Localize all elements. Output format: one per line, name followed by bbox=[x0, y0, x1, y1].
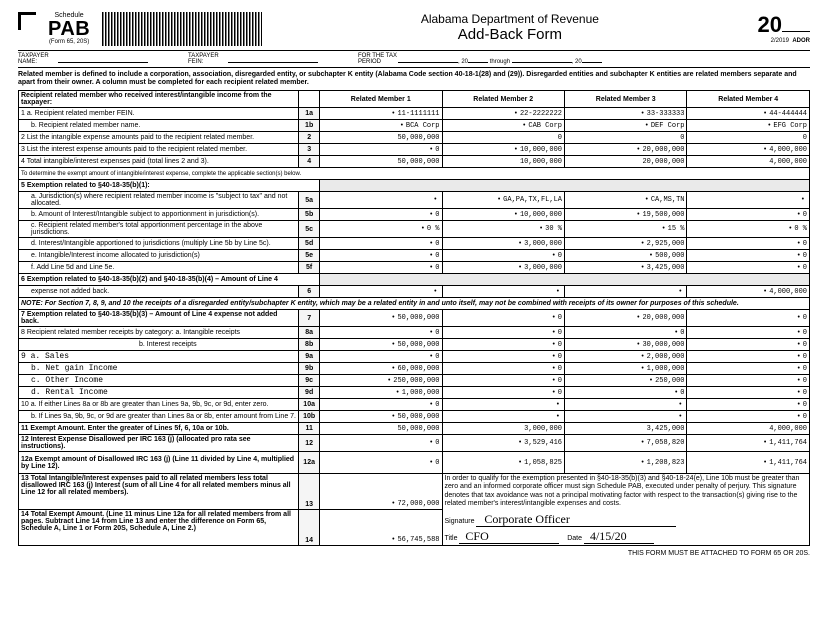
recipient-header: Recipient related member who received in… bbox=[19, 91, 299, 108]
date-label: Date bbox=[567, 535, 582, 542]
period-label: FOR THE TAX PERIOD bbox=[358, 53, 398, 65]
signature-value: Corporate Officer bbox=[476, 512, 676, 527]
form-sub: (Form 65, 20S) bbox=[49, 39, 89, 45]
row-9a: 9 a. Sales9a002,000,0000 bbox=[19, 351, 810, 363]
row-4: 4 Total intangible/interest expenses pai… bbox=[19, 156, 810, 168]
row-5f: f. Add Line 5d and Line 5e.5f03,000,0003… bbox=[19, 262, 810, 274]
determine-note: To determine the exempt amount of intang… bbox=[19, 168, 810, 180]
section-6: 6 Exemption related to §40-18-35(b)(2) a… bbox=[19, 274, 320, 286]
row-9d: d. Rental Income9d1,000,000000 bbox=[19, 387, 810, 399]
form-code: PAB bbox=[48, 19, 90, 39]
department: Alabama Department of Revenue bbox=[274, 12, 745, 26]
revision: 2/2019 bbox=[771, 38, 789, 44]
row-2: 2 List the intangible expense amounts pa… bbox=[19, 132, 810, 144]
form-title: Add-Back Form bbox=[274, 26, 745, 43]
row-5d: d. Interest/Intangible apportioned to ju… bbox=[19, 238, 810, 250]
through-label: through bbox=[490, 59, 510, 65]
section-5: 5 Exemption related to §40-18-35(b)(1): bbox=[19, 180, 320, 192]
row-3: 3 List the interest expense amounts paid… bbox=[19, 144, 810, 156]
taxpayer-name-label: TAXPAYER NAME: bbox=[18, 53, 58, 65]
intro-text: Related member is defined to include a c… bbox=[18, 68, 810, 90]
row-12: 12 Interest Expense Disallowed per IRC 1… bbox=[19, 435, 810, 452]
row-1b: b. Recipient related member name.1bBCA C… bbox=[19, 120, 810, 132]
row-13: 13 Total Intangible/Interest expenses pa… bbox=[19, 474, 810, 510]
footer-note: THIS FORM MUST BE ATTACHED TO FORM 65 OR… bbox=[18, 546, 810, 557]
col-m4: Related Member 4 bbox=[687, 91, 810, 108]
schedule-block: Schedule PAB (Form 65, 20S) bbox=[48, 12, 90, 45]
title-block: Alabama Department of Revenue Add-Back F… bbox=[274, 12, 745, 43]
row-5b: b. Amount of Interest/Intangible subject… bbox=[19, 209, 810, 221]
col-m3: Related Member 3 bbox=[564, 91, 686, 108]
row-8b: b. Interest receipts8b50,000,000030,000,… bbox=[19, 339, 810, 351]
row-9b: b. Net gain Income9b60,000,00001,000,000… bbox=[19, 363, 810, 375]
year-prefix: 20 bbox=[758, 12, 782, 37]
col-m2: Related Member 2 bbox=[442, 91, 564, 108]
main-table: Recipient related member who received in… bbox=[18, 90, 810, 546]
row-11: 11 Exempt Amount. Enter the greater of L… bbox=[19, 423, 810, 435]
taxpayer-fein-label: TAXPAYER FEIN: bbox=[188, 53, 228, 65]
row-9c: c. Other Income9c250,000,0000250,0000 bbox=[19, 375, 810, 387]
date-value: 4/15/20 bbox=[584, 529, 654, 544]
row-10a: 10 a. If either Lines 8a or 8b are great… bbox=[19, 399, 810, 411]
sig-disclaimer: In order to qualify for the exemption pr… bbox=[445, 475, 808, 509]
row-6: expense not added back.64,000,000 bbox=[19, 286, 810, 298]
form-header: Schedule PAB (Form 65, 20S) Alabama Depa… bbox=[18, 12, 810, 51]
row-5a: a. Jurisdiction(s) where recipient relat… bbox=[19, 192, 810, 209]
corner-mark bbox=[18, 12, 36, 30]
col-m1: Related Member 1 bbox=[320, 91, 442, 108]
row-5e: e. Intangible/Interest income allocated … bbox=[19, 250, 810, 262]
row-12a: 12a Exempt amount of Disallowed IRC 163 … bbox=[19, 452, 810, 474]
taxpayer-meta: TAXPAYER NAME: TAXPAYER FEIN: FOR THE TA… bbox=[18, 51, 810, 68]
title-value: CFO bbox=[459, 529, 559, 544]
title-label: Title bbox=[445, 535, 458, 542]
row-10b: b. If Lines 9a, 9b, 9c, or 9d are greate… bbox=[19, 411, 810, 423]
row-8a: 8 Recipient related member receipts by c… bbox=[19, 327, 810, 339]
signature-block: In order to qualify for the exemption pr… bbox=[442, 474, 810, 546]
row-1a: 1 a. Recipient related member FEIN.1a11-… bbox=[19, 108, 810, 120]
note-row: NOTE: For Section 7, 8, 9, and 10 the re… bbox=[19, 298, 810, 310]
row-5c: c. Recipient related member's total appo… bbox=[19, 221, 810, 238]
row-7: 7 Exemption related to §40-18-35(b)(3) –… bbox=[19, 310, 810, 327]
signature-label: Signature bbox=[445, 518, 475, 525]
barcode bbox=[102, 12, 262, 46]
year-block: 20 2/2019 ADOR bbox=[758, 12, 810, 44]
ador: ADOR bbox=[792, 38, 810, 44]
